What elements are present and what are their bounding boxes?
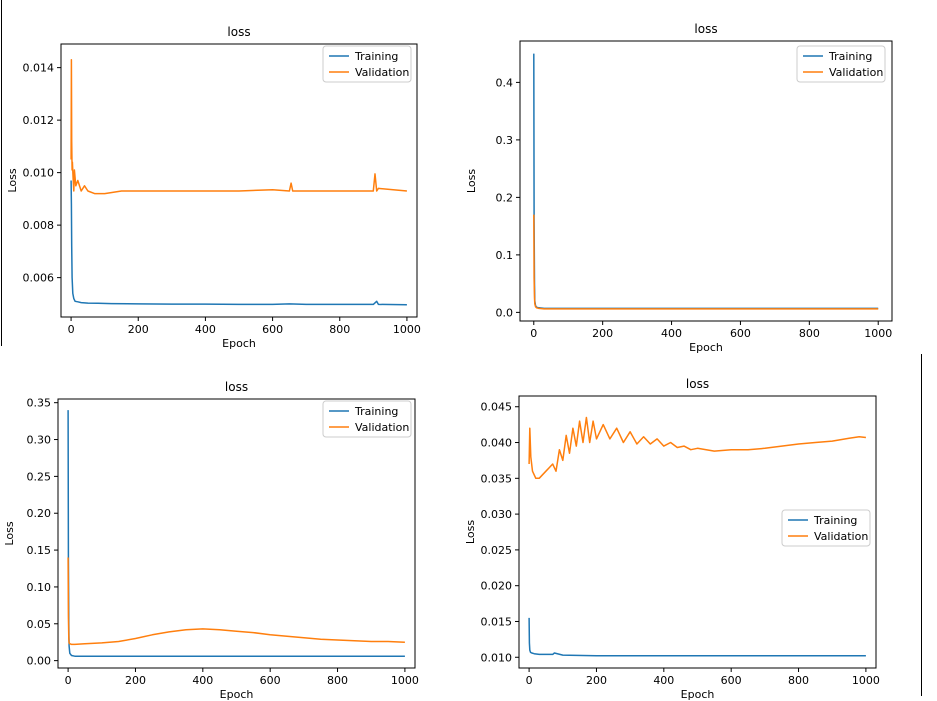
- x-tick-label: 200: [125, 674, 146, 687]
- series-line-validation: [70, 59, 407, 195]
- x-tick-label: 0: [65, 674, 72, 687]
- y-tick-label: 0.30: [27, 434, 52, 447]
- x-axis-label: Epoch: [220, 688, 254, 701]
- x-tick-label: 1000: [852, 674, 880, 687]
- y-tick-label: 0.15: [27, 544, 52, 557]
- x-tick-label: 400: [195, 323, 216, 336]
- y-tick-label: 0.035: [481, 472, 513, 485]
- series-line-training: [67, 410, 405, 657]
- y-tick-label: 0.1: [496, 249, 514, 262]
- y-tick-label: 0.025: [481, 544, 513, 557]
- x-tick-label: 200: [128, 323, 149, 336]
- y-tick-label: 0.014: [23, 62, 55, 75]
- plot-frame: [518, 395, 877, 669]
- x-tick-label: 800: [799, 327, 820, 340]
- x-tick-label: 600: [721, 674, 742, 687]
- y-tick-label: 0.4: [496, 76, 514, 89]
- x-tick-label: 600: [730, 327, 751, 340]
- x-axis-label: Epoch: [681, 688, 715, 701]
- x-tick-label: 0: [530, 327, 537, 340]
- legend-label-training: Training: [813, 514, 857, 527]
- plot-frame: [57, 398, 416, 669]
- chart-title: loss: [686, 377, 709, 391]
- y-tick-label: 0.0: [496, 306, 514, 319]
- panel-border-left: [1, 0, 2, 346]
- x-tick-label: 800: [329, 323, 350, 336]
- x-tick-label: 600: [260, 674, 281, 687]
- x-tick-label: 600: [262, 323, 283, 336]
- series-line-training: [533, 53, 879, 310]
- chart-title: loss: [694, 22, 717, 36]
- panel-border-right: [921, 354, 922, 696]
- legend-label-training: Training: [828, 50, 872, 63]
- chart-title: loss: [227, 25, 250, 39]
- chart-4: loss 0 200 400 600 800 1000 0.010 0.015 0.020 0.02…: [464, 377, 880, 701]
- y-tick-label: 0.35: [27, 397, 52, 410]
- x-tick-label: 200: [592, 327, 613, 340]
- x-tick-label: 800: [788, 674, 809, 687]
- y-tick-label: 0.030: [481, 508, 513, 521]
- y-tick-label: 0.020: [481, 580, 513, 593]
- series-line-training: [70, 180, 407, 306]
- y-tick-label: 0.3: [496, 134, 514, 147]
- legend-label-validation: Validation: [355, 66, 409, 79]
- x-tick-label: 400: [661, 327, 682, 340]
- x-tick-label: 0: [68, 323, 75, 336]
- x-tick-label: 200: [586, 674, 607, 687]
- legend-box: [781, 509, 871, 547]
- x-tick-label: 400: [192, 674, 213, 687]
- y-tick-label: 0.10: [27, 581, 52, 594]
- chart-1: loss 0 200 400 600 800 1000 0.006 0.008 0.010 0.01…: [6, 25, 421, 350]
- y-axis-label: Loss: [3, 521, 16, 545]
- y-tick-label: 0.015: [481, 615, 513, 628]
- legend-label-validation: Validation: [355, 421, 409, 434]
- y-tick-label: 0.045: [481, 401, 513, 414]
- plot-frame: [519, 40, 893, 322]
- legend-label-validation: Validation: [814, 530, 868, 543]
- x-tick-label: 400: [653, 674, 674, 687]
- x-tick-label: 1000: [864, 327, 892, 340]
- legend-label-training: Training: [354, 405, 398, 418]
- x-tick-label: 0: [526, 674, 533, 687]
- y-tick-label: 0.25: [27, 470, 52, 483]
- x-axis-label: Epoch: [222, 337, 256, 350]
- y-tick-label: 0.010: [23, 167, 55, 180]
- chart-title: loss: [225, 380, 248, 394]
- y-tick-label: 0.040: [481, 437, 513, 450]
- chart-2: loss 0 200 400 600 800 1000 0.0 0.1 0.2 0.3 0.4 Epoc…: [465, 22, 893, 354]
- series-line-validation: [67, 557, 405, 646]
- plot-frame: [60, 43, 418, 318]
- chart-3: loss 0 200 400 600 800 1000 0.00 0.05 0.10 0.15 0.2…: [3, 380, 419, 701]
- y-tick-label: 0.010: [481, 651, 513, 664]
- y-tick-label: 0.008: [23, 219, 55, 232]
- y-tick-label: 0.012: [23, 114, 55, 127]
- y-tick-label: 0.2: [496, 191, 514, 204]
- y-axis-label: Loss: [6, 168, 19, 192]
- y-tick-label: 0.00: [27, 655, 52, 668]
- x-tick-label: 800: [327, 674, 348, 687]
- y-tick-label: 0.20: [27, 507, 52, 520]
- legend-box: [796, 45, 886, 83]
- legend-label-training: Training: [354, 50, 398, 63]
- y-axis-label: Loss: [465, 169, 478, 193]
- legend-label-validation: Validation: [829, 66, 883, 79]
- x-tick-label: 1000: [391, 674, 419, 687]
- series-line-training: [528, 617, 866, 657]
- series-line-validation: [533, 214, 879, 310]
- y-tick-label: 0.05: [27, 618, 52, 631]
- y-axis-label: Loss: [464, 520, 477, 544]
- series-line-validation: [528, 416, 866, 480]
- y-tick-label: 0.006: [23, 272, 55, 285]
- x-axis-label: Epoch: [689, 341, 723, 354]
- x-tick-label: 1000: [393, 323, 421, 336]
- legend-box: [322, 400, 412, 438]
- legend-box: [322, 45, 412, 83]
